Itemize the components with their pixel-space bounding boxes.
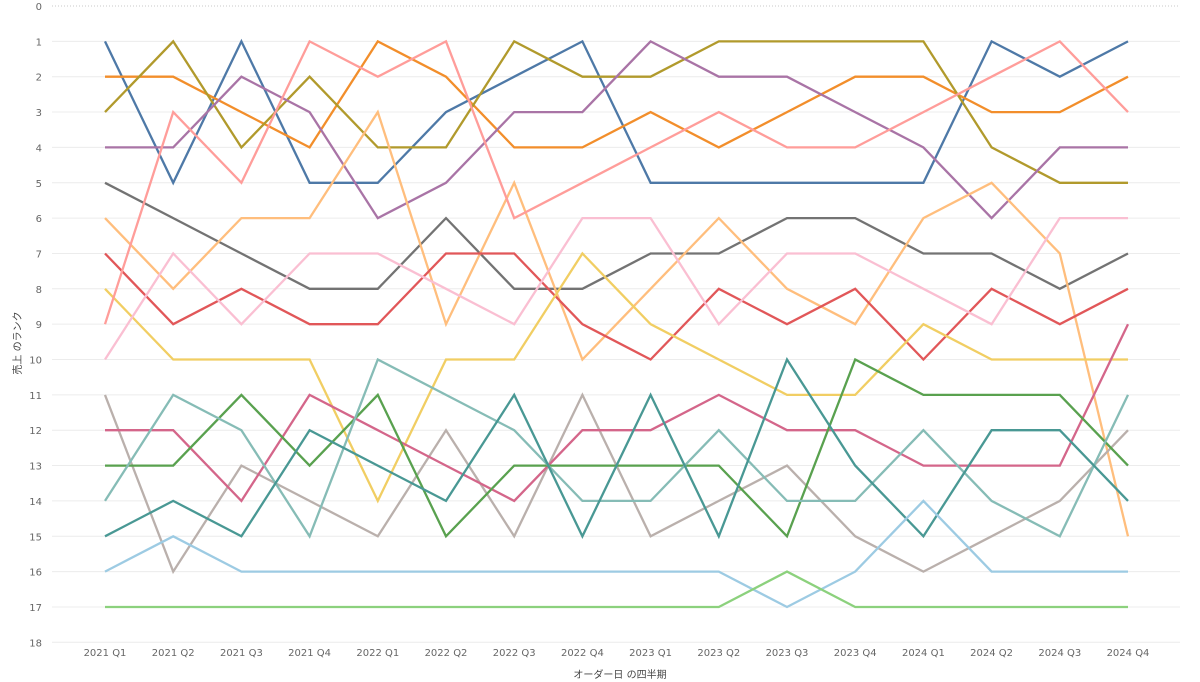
y-tick-label: 3 — [36, 108, 42, 119]
series-line-8 — [104, 251, 1128, 504]
y-tick-label: 5 — [36, 179, 42, 190]
y-tick-label: 16 — [29, 568, 42, 579]
x-axis-ticks: 2021 Q1 2021 Q2 2021 Q3 2021 Q4 2022 Q1 2022 … — [84, 648, 1150, 659]
series-line-4 — [105, 39, 1128, 220]
y-tick-label: 9 — [36, 320, 42, 331]
y-tick-label: 13 — [29, 462, 42, 473]
y-tick-label: 4 — [36, 143, 42, 154]
series-line-16 — [104, 499, 1128, 609]
series-line-2 — [105, 39, 1129, 149]
y-tick-label: 15 — [29, 532, 42, 543]
y-tick-label: 10 — [29, 356, 42, 367]
x-tick-label: 2022 Q1 — [356, 648, 399, 659]
x-tick-label: 2024 Q3 — [1038, 648, 1081, 659]
x-tick-label: 2021 Q2 — [152, 648, 195, 659]
y-tick-label: 12 — [29, 426, 42, 437]
x-tick-label: 2023 Q3 — [766, 648, 809, 659]
y-tick-label: 14 — [29, 497, 42, 508]
x-tick-label: 2021 Q4 — [288, 648, 331, 659]
x-tick-label: 2022 Q2 — [425, 648, 468, 659]
series-line-5 — [104, 181, 1129, 291]
x-tick-label: 2024 Q1 — [902, 648, 945, 659]
y-tick-label: 1 — [36, 37, 42, 48]
series-lines — [103, 38, 1130, 609]
x-tick-label: 2022 Q3 — [493, 648, 536, 659]
y-tick-label: 17 — [29, 603, 42, 614]
x-tick-label: 2023 Q2 — [697, 648, 740, 659]
x-axis-title: オーダー日 の四半期 — [573, 668, 666, 681]
series-line-10 — [104, 216, 1128, 361]
x-tick-label: 2022 Q4 — [561, 648, 604, 659]
series-line-15 — [104, 356, 1129, 540]
series-line-6 — [104, 109, 1130, 537]
x-tick-label: 2024 Q2 — [970, 648, 1013, 659]
series-line-9 — [103, 39, 1129, 325]
x-tick-label: 2021 Q3 — [220, 648, 263, 659]
y-tick-label: 6 — [36, 214, 42, 225]
y-tick-label: 18 — [29, 638, 42, 649]
x-tick-label: 2024 Q4 — [1107, 648, 1150, 659]
y-tick-label: 0 — [36, 2, 42, 13]
series-line-17 — [105, 570, 1128, 609]
y-tick-label: 2 — [36, 73, 42, 84]
y-tick-label: 11 — [29, 391, 42, 402]
x-tick-label: 2021 Q1 — [84, 648, 127, 659]
series-line-7 — [104, 252, 1129, 362]
x-tick-label: 2023 Q4 — [834, 648, 877, 659]
y-tick-label: 8 — [36, 285, 42, 296]
x-tick-label: 2023 Q1 — [629, 648, 672, 659]
y-tick-label: 7 — [36, 249, 42, 260]
y-axis-title: 売上 のランク — [11, 311, 24, 374]
